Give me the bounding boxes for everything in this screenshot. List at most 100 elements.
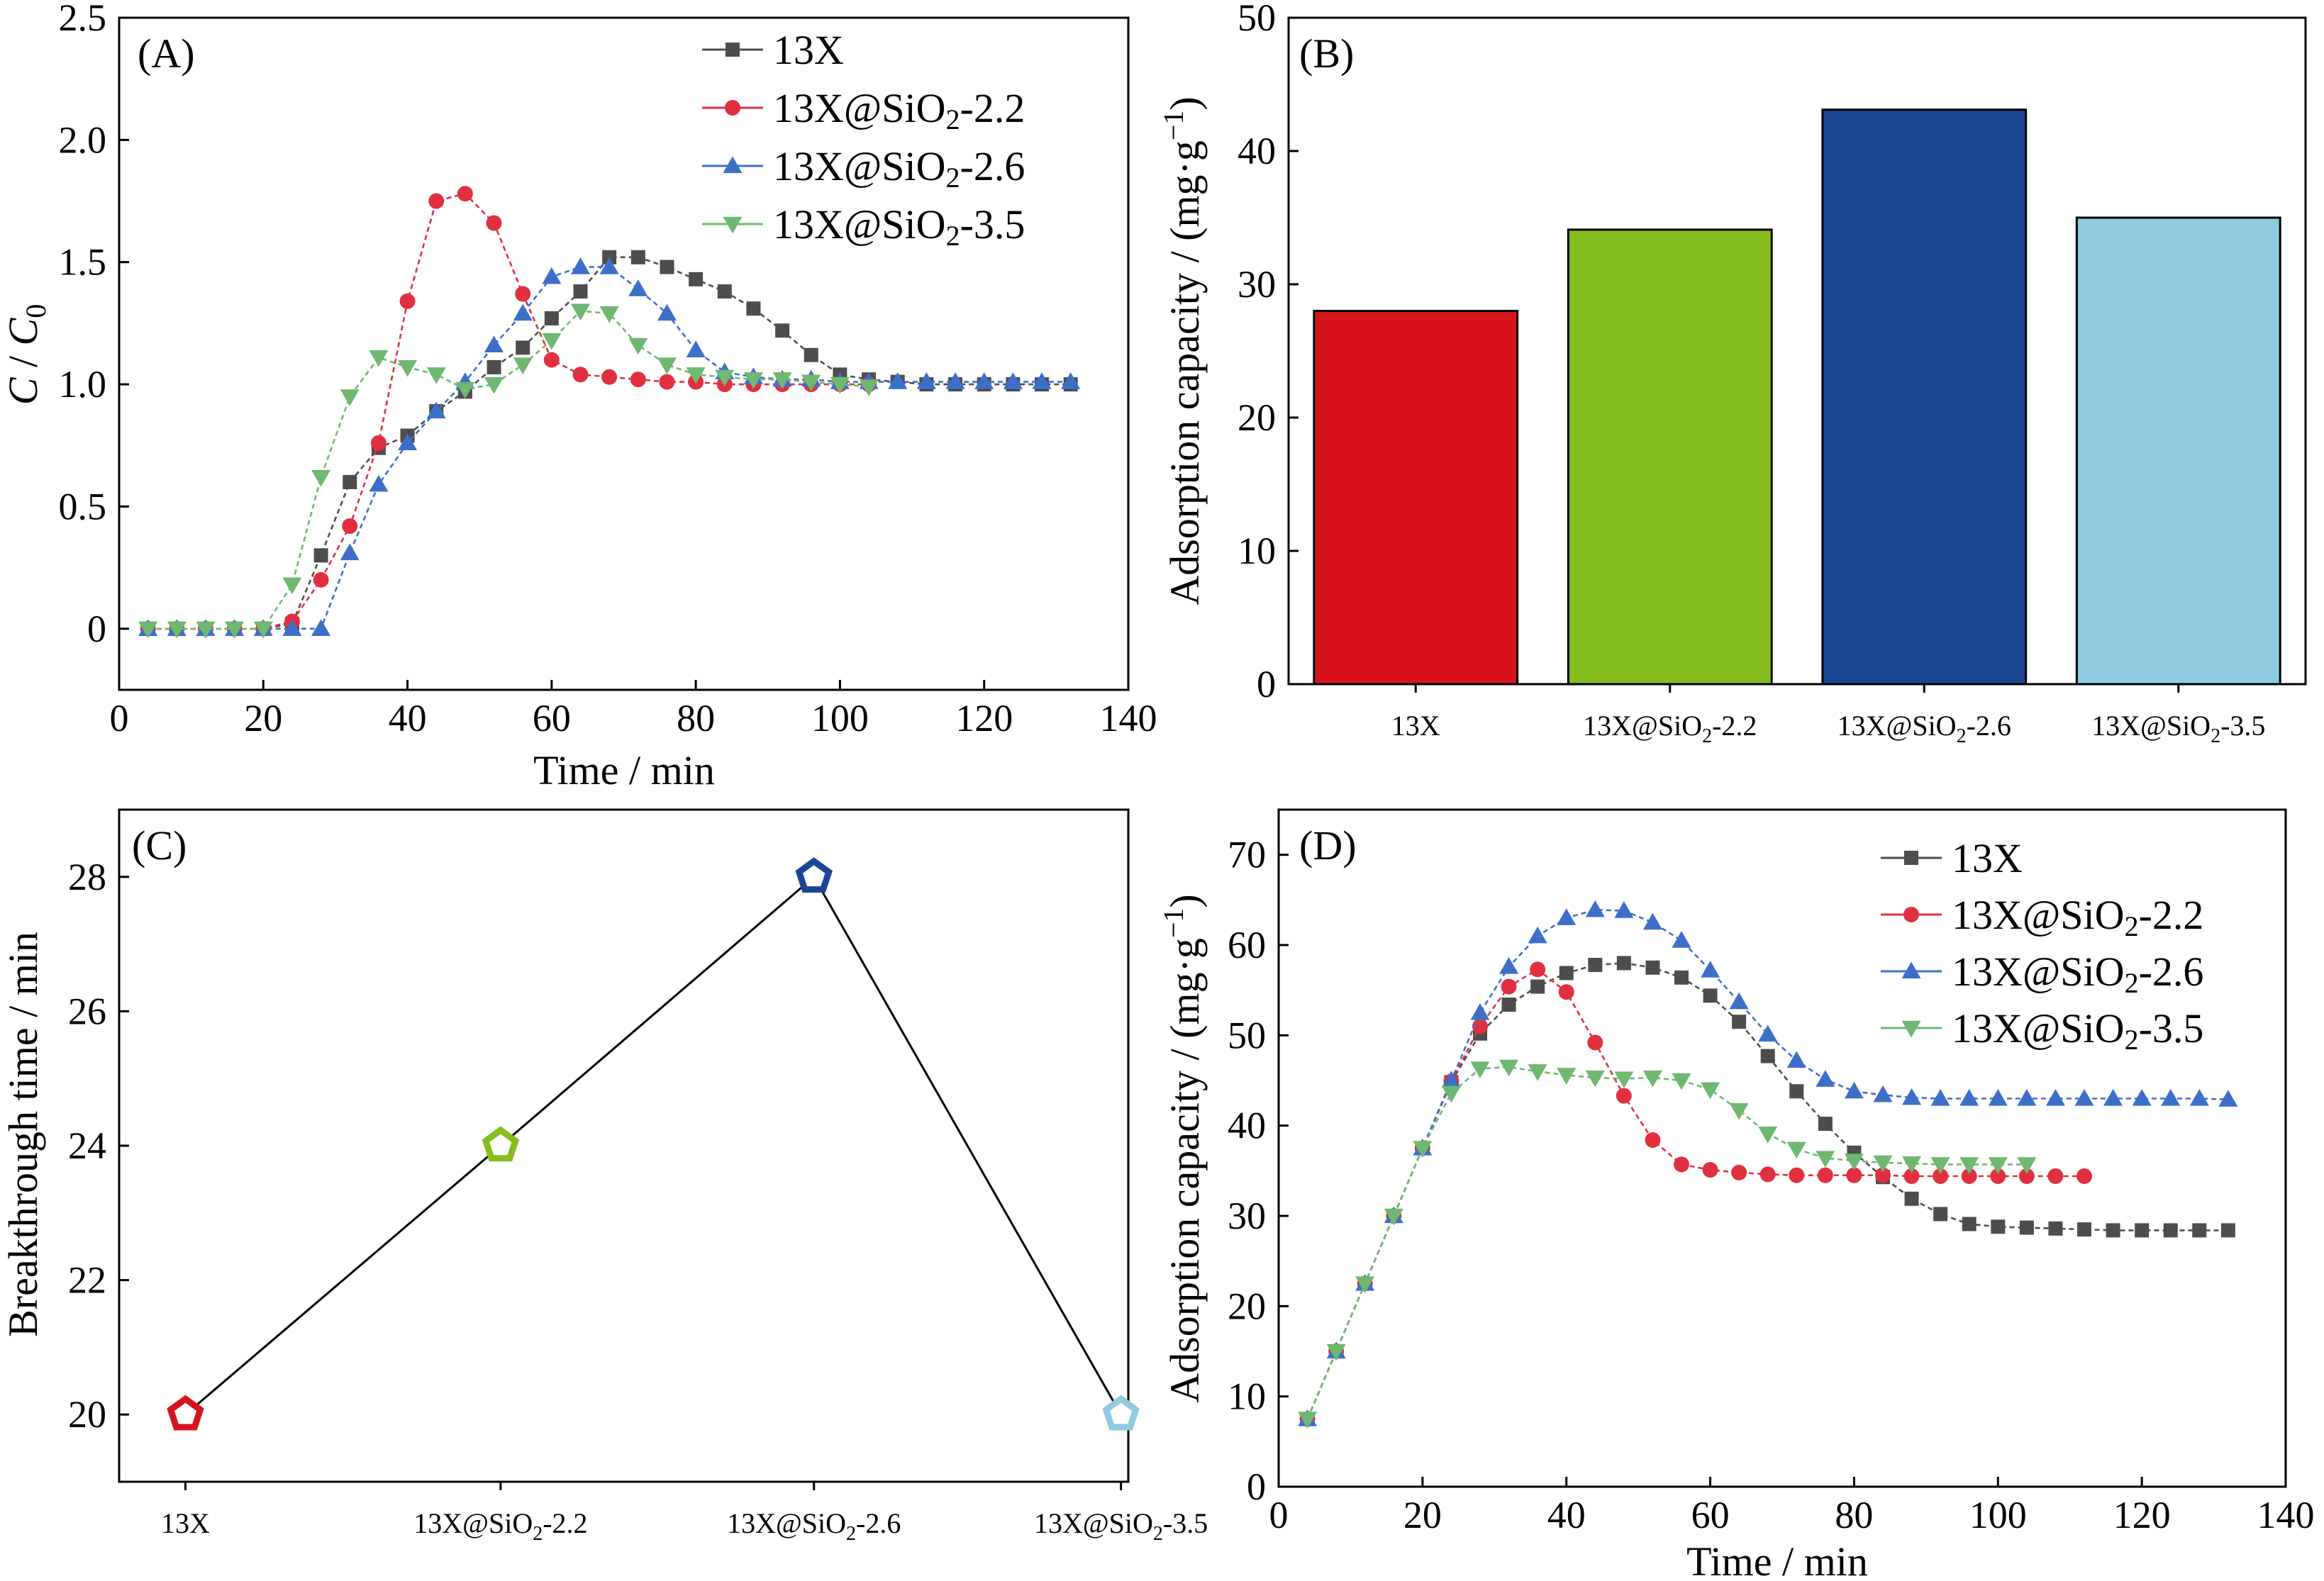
data-point	[2018, 1168, 2035, 1184]
data-point	[599, 306, 619, 323]
x-tick-label: 140	[2257, 1494, 2315, 1536]
y-tick-label: 50	[1238, 0, 1276, 39]
data-point	[1902, 1088, 1922, 1105]
data-point	[1413, 1141, 1433, 1158]
y-tick-label: 10	[1238, 530, 1276, 572]
legend-entry-3: 13X@SiO2-2.6	[702, 143, 1025, 194]
data-point	[1933, 1207, 1948, 1222]
data-point	[1961, 1168, 1977, 1184]
bar-2	[1567, 228, 1773, 686]
data-point	[1875, 1167, 1891, 1183]
data-point	[2106, 1223, 2120, 1238]
data-point	[2074, 1088, 2094, 1106]
data-point	[1470, 1003, 1490, 1020]
data-point	[196, 621, 216, 639]
data-point	[1729, 992, 1749, 1010]
series-line	[1306, 1066, 2027, 1420]
data-point	[1298, 1412, 1318, 1429]
panel-a-xlabel: Time / min	[533, 747, 715, 793]
data-point	[542, 267, 562, 284]
x-tick-label: 20	[244, 697, 282, 739]
data-point	[1846, 1167, 1862, 1183]
data-point	[772, 372, 792, 389]
data-point	[1672, 931, 1691, 948]
panel-c-chart: (C) Breakthrough time / min 20 22 24 26 28 13…	[0, 808, 1208, 1545]
data-point	[830, 376, 850, 394]
legend-entry-4: 13X@SiO2-3.5	[1881, 1005, 2203, 1056]
data-point	[686, 340, 706, 357]
x-tick-label: 120	[955, 697, 1013, 739]
data-point	[484, 335, 504, 353]
data-point	[1642, 1071, 1662, 1088]
legend-marker	[725, 43, 740, 57]
y-tick-label: 50	[1228, 1014, 1266, 1056]
data-point	[1962, 1217, 1976, 1231]
data-point	[1933, 1168, 1949, 1184]
data-point	[602, 250, 617, 264]
x-tick-label: 100	[1969, 1494, 2027, 1536]
data-point	[1988, 1157, 2008, 1174]
panel-a-series	[138, 186, 1081, 639]
data-point	[426, 367, 446, 384]
y-tick-label: 30	[1238, 263, 1276, 306]
x-tick-label: 13X@SiO2-2.2	[413, 1507, 587, 1545]
data-point	[2161, 1088, 2181, 1106]
data-point	[1558, 984, 1574, 1000]
data-point	[167, 621, 187, 639]
data-point	[1499, 1059, 1519, 1077]
data-point	[1844, 1081, 1864, 1099]
y-tick-label: 0	[1257, 663, 1276, 705]
data-point	[1732, 1015, 1747, 1029]
x-tick-label: 120	[2113, 1494, 2171, 1536]
legend-entry-4: 13X@SiO2-3.5	[702, 201, 1025, 252]
data-point	[1559, 966, 1574, 981]
data-point	[599, 257, 619, 274]
y-tick-label: 0	[87, 608, 106, 650]
data-point	[689, 272, 704, 286]
data-point	[2103, 1088, 2123, 1106]
y-tick-label: 1.5	[59, 241, 107, 284]
data-point	[1904, 1191, 1919, 1206]
panel-a-ylabel: C / C0	[0, 304, 52, 406]
data-point	[313, 571, 329, 588]
data-point	[282, 577, 302, 595]
data-point	[1616, 956, 1631, 971]
x-tick-label: 13X@SiO2-3.5	[1034, 1507, 1208, 1545]
data-point	[1818, 1117, 1833, 1132]
legend-entry-3: 13X@SiO2-2.6	[1881, 949, 2203, 999]
data-point	[225, 621, 245, 639]
legend-marker	[1901, 1020, 1921, 1038]
data-point	[1642, 912, 1662, 930]
x-tick-label: 40	[389, 697, 427, 739]
data-point	[1557, 1068, 1577, 1085]
data-point	[1674, 970, 1689, 985]
data-point	[1645, 1132, 1661, 1149]
data-point	[1816, 1151, 1835, 1168]
data-point	[2017, 1088, 2037, 1106]
data-point	[1930, 1157, 1950, 1174]
data-point	[370, 435, 387, 451]
legend-entry-1: 13X	[702, 27, 844, 73]
x-tick-label: 60	[533, 697, 571, 739]
data-point	[340, 389, 360, 406]
data-point	[369, 474, 389, 492]
panel-b-ticks: 0 10 20 30 40 50 13X 13X@SiO2-2.2 13X@SiO2-2.6 13…	[1238, 0, 2265, 747]
data-point	[1930, 1088, 1950, 1106]
data-point	[1585, 900, 1605, 917]
data-point	[542, 333, 562, 350]
data-point	[657, 357, 677, 375]
data-point	[775, 323, 790, 338]
data-point	[1585, 1071, 1605, 1088]
data-point	[660, 259, 674, 274]
legend-label: 13X@SiO2-3.5	[1952, 1005, 2203, 1056]
data-point	[1702, 1162, 1718, 1178]
panel-b-ylabel: Adsorption capacity / (mg·g−1)	[1157, 96, 1208, 605]
data-point	[1499, 957, 1519, 974]
data-point	[1873, 1085, 1893, 1102]
data-point	[1959, 1157, 1979, 1174]
data-point	[340, 543, 360, 561]
x-tick-label: 80	[1835, 1494, 1873, 1536]
data-point	[573, 284, 588, 299]
data-point	[2192, 1223, 2207, 1238]
data-point	[888, 372, 908, 389]
